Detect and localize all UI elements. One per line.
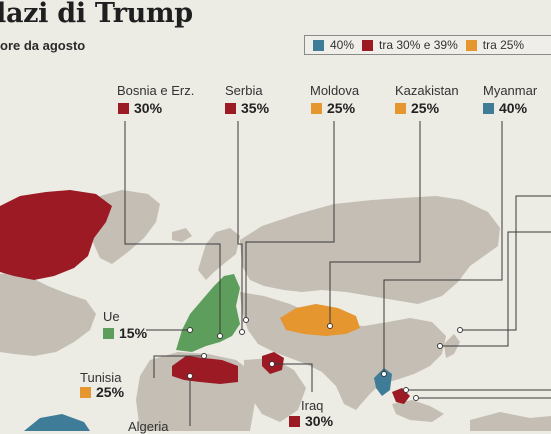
callout-bosnia-value: 30% (118, 100, 162, 116)
leader-tunisia (153, 355, 204, 378)
dot-tunisia (201, 353, 207, 359)
leader-iraq (272, 363, 313, 392)
callout-myanmar-rate: 40% (499, 100, 528, 116)
callout-serbia-swatch (225, 102, 236, 114)
dot-myanmar (381, 371, 387, 377)
dot-ue (187, 327, 193, 333)
leader-east-1 (460, 195, 551, 331)
callout-kazakistan-swatch (395, 102, 406, 114)
arabia-shape (244, 358, 306, 422)
legend: 40% tra 30% e 39% tra 25% (304, 35, 551, 55)
scandinavia-shape (198, 228, 240, 280)
callout-moldova-swatch (311, 102, 322, 114)
dot-east-1 (457, 327, 463, 333)
callout-bosnia-rate: 30% (134, 100, 163, 116)
callout-kazakistan-rate: 25% (411, 100, 440, 116)
legend-swatch-40 (313, 39, 324, 51)
legend-label-40: 40% (330, 38, 355, 52)
legend-label-25: tra 25% (482, 38, 525, 52)
callout-kazakistan-name: Kazakistan (395, 83, 459, 98)
sea-islands-shape (392, 400, 444, 422)
dot-east-4 (413, 395, 419, 401)
callout-iraq-value: 30% (289, 413, 333, 429)
leader-moldova (245, 121, 335, 320)
callout-ue-rate: 15% (119, 325, 148, 341)
leader-serbia (237, 121, 243, 332)
legend-item-40: 40% (313, 38, 354, 52)
legend-item-30-39: tra 30% e 39% (362, 38, 458, 52)
callout-ue-name: Ue (103, 309, 120, 324)
callout-algeria-name: Algeria (128, 419, 169, 434)
callout-myanmar-swatch (483, 102, 494, 114)
myanmar-region (374, 368, 392, 396)
legend-swatch-25 (465, 39, 477, 51)
callout-serbia-rate: 35% (241, 100, 270, 116)
north-america-shape (0, 272, 96, 356)
callout-tunisia-name: Tunisia (80, 370, 122, 385)
eu-region (176, 274, 240, 352)
callout-bosnia-swatch (118, 102, 129, 114)
dot-moldova (243, 317, 249, 323)
callout-bosnia-name: Bosnia e Erz. (117, 83, 195, 98)
legend-item-25: tra 25% (465, 38, 525, 52)
callout-kazakistan-value: 25% (395, 100, 439, 116)
dot-iraq (269, 361, 275, 367)
australia-shape (470, 412, 551, 431)
map-subtitle: ore da agosto (0, 38, 86, 53)
kazakhstan-region (280, 304, 360, 336)
leader-kazakistan (329, 121, 421, 326)
south-america-region (24, 414, 90, 431)
callout-ue-swatch (103, 327, 114, 339)
leader-bosnia (124, 121, 221, 336)
callout-moldova-name: Moldova (310, 83, 360, 98)
callout-tunisia-rate: 25% (96, 384, 125, 400)
callout-ue-value: 15% (103, 325, 147, 341)
callout-moldova-rate: 25% (327, 100, 356, 116)
callout-serbia-name: Serbia (225, 83, 263, 98)
callout-myanmar-name: Myanmar (483, 83, 538, 98)
map-title: lazi di Trump (0, 0, 193, 29)
callout-iraq-swatch (289, 415, 300, 427)
canada-region (0, 190, 112, 280)
callout-tunisia-swatch (80, 386, 91, 398)
legend-swatch-30-39 (362, 39, 374, 51)
callout-tunisia-value: 25% (80, 384, 124, 400)
dot-algeria (187, 373, 193, 379)
iceland-shape (172, 228, 192, 242)
dot-east-2 (437, 343, 443, 349)
dot-serbia (239, 329, 245, 335)
callout-myanmar-value: 40% (483, 100, 527, 116)
leader-dots (187, 317, 463, 401)
leader-lines (124, 121, 551, 426)
russia-shape (240, 196, 500, 304)
callout-serbia-value: 35% (225, 100, 269, 116)
dot-east-3 (403, 387, 409, 393)
callout-iraq-name: Iraq (301, 398, 324, 413)
dot-bosnia (217, 333, 223, 339)
callout-moldova-value: 25% (311, 100, 355, 116)
callout-iraq-rate: 30% (305, 413, 334, 429)
dot-kazakistan (327, 323, 333, 329)
legend-label-30-39: tra 30% e 39% (379, 38, 458, 52)
leader-myanmar (383, 121, 503, 374)
leader-east-2 (440, 231, 551, 347)
